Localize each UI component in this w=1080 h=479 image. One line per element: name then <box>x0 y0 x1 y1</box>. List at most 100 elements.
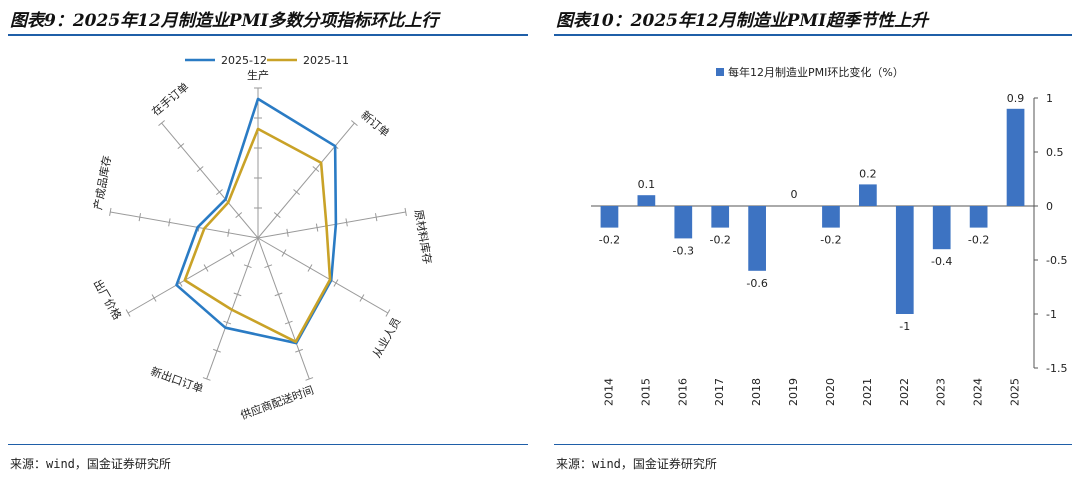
radar-tick <box>235 212 243 218</box>
radar-category-label: 产成品库存 <box>91 154 114 211</box>
radar-spoke <box>127 237 259 314</box>
bar-legend-label: 每年12月制造业PMI环比变化（%） <box>728 65 904 79</box>
bar-2020 <box>822 206 840 228</box>
radar-tick <box>273 212 281 218</box>
y-tick-label: -1 <box>1046 308 1057 321</box>
bar-2021 <box>859 184 877 206</box>
radar-tick <box>202 377 211 381</box>
data-label-2017: -0.2 <box>709 234 730 247</box>
radar-spoke <box>110 211 259 239</box>
radar-series-2025-12 <box>175 97 338 345</box>
x-tick-label-2022: 2022 <box>898 378 911 406</box>
left-panel-title: 图表9：2025年12月制造业PMI多数分项指标环比上行 <box>10 11 439 31</box>
x-tick-label-2018: 2018 <box>750 378 763 406</box>
x-tick-label-2014: 2014 <box>602 378 615 406</box>
radar-tick <box>177 143 185 150</box>
y-tick-label: -1.5 <box>1046 362 1067 375</box>
radar-tick <box>264 264 273 269</box>
radar-tick <box>385 309 391 317</box>
radar-tick <box>196 166 204 173</box>
bar-2022 <box>895 206 914 314</box>
x-tick-label-2025: 2025 <box>1009 378 1022 406</box>
right-panel-title: 图表10：2025年12月制造业PMI超季节性上升 <box>556 11 929 31</box>
x-tick-label-2024: 2024 <box>972 378 985 406</box>
data-label-2025: 0.9 <box>1007 92 1025 105</box>
data-label-2019: 0 <box>791 188 798 201</box>
data-label-2018: -0.6 <box>746 277 767 290</box>
radar-spoke <box>257 211 406 239</box>
radar-tick <box>312 166 320 173</box>
radar-category-label: 出厂价格 <box>91 277 125 322</box>
radar-tick <box>305 377 314 381</box>
bar-2017 <box>711 206 730 228</box>
legend-label-2025-11: 2025-11 <box>303 54 349 67</box>
bar-chart: 每年12月制造业PMI环比变化（%） 1 0.5 0 -0.5 -1 -1.5 -0.2 201… <box>591 65 1067 406</box>
right-source-rule <box>554 444 1072 445</box>
data-label-2021: 0.2 <box>859 167 877 180</box>
x-tick-label-2020: 2020 <box>824 378 837 406</box>
x-tick-label-2019: 2019 <box>787 378 800 406</box>
radar-tick <box>315 223 319 232</box>
bar-2014 <box>600 206 619 228</box>
radar-tick <box>359 294 365 302</box>
data-label-2022: -1 <box>899 320 910 333</box>
right-source-note: 来源：wind，国金证券研究所 <box>556 457 717 471</box>
y-tick-label: 0.5 <box>1046 146 1064 159</box>
data-label-2016: -0.3 <box>673 244 694 257</box>
data-label-2015: 0.1 <box>638 178 656 191</box>
right-title-rule <box>554 34 1072 36</box>
radar-spoke <box>257 122 355 239</box>
x-tick-label-2021: 2021 <box>861 378 874 406</box>
radar-category-label: 从业人员 <box>370 316 403 361</box>
radar-spoke <box>161 122 259 239</box>
radar-tick <box>216 189 223 195</box>
bar-2016 <box>674 206 693 239</box>
bar-2025 <box>1006 108 1025 206</box>
radar-spoke <box>257 237 389 314</box>
radar-tick <box>233 292 242 297</box>
bar-2015 <box>637 195 656 206</box>
radar-tick <box>243 264 252 269</box>
bar-legend-swatch <box>716 68 724 76</box>
radar-tick <box>284 320 293 325</box>
bar-2023 <box>932 206 951 250</box>
radar-tick <box>223 320 232 325</box>
radar-tick <box>333 279 339 287</box>
left-source-rule <box>8 444 528 445</box>
radar-tick <box>229 249 235 257</box>
radar-series-2025-11 <box>183 127 332 344</box>
radar-legend: 2025-12 2025-11 <box>185 54 349 67</box>
data-label-2023: -0.4 <box>931 255 952 268</box>
left-title-rule <box>8 34 528 36</box>
radar-tick <box>404 207 407 216</box>
radar-spoke <box>206 237 259 380</box>
radar-category-label: 新出口订单 <box>149 364 205 396</box>
radar-tick <box>213 348 221 353</box>
x-tick-label-2015: 2015 <box>639 378 652 406</box>
radar-category-label: 新订单 <box>358 108 392 140</box>
radar-tick <box>151 294 157 302</box>
radar-tick <box>351 120 358 127</box>
radar-tick <box>345 218 348 227</box>
bar-2024 <box>969 206 988 228</box>
radar-tick <box>293 189 300 195</box>
data-label-2024: -0.2 <box>968 234 989 247</box>
bar-2018 <box>748 206 766 271</box>
radar-tick <box>109 207 112 216</box>
legend-label-2025-12: 2025-12 <box>221 54 267 67</box>
radar-tick <box>286 228 289 237</box>
radar-spoke <box>257 237 310 380</box>
radar-tick <box>227 228 230 237</box>
data-label-2014: -0.2 <box>599 234 620 247</box>
data-label-2020: -0.2 <box>820 234 841 247</box>
radar-category-label: 供应商配送时间 <box>238 383 315 422</box>
radar-category-label: 生产 <box>247 68 269 82</box>
radar-tick <box>307 264 313 272</box>
radar-tick <box>281 249 287 257</box>
radar-category-label: 在手订单 <box>149 79 192 118</box>
radar-tick <box>274 292 283 297</box>
y-tick-label: 1 <box>1046 92 1053 105</box>
radar-tick <box>158 120 165 127</box>
y-tick-label: 0 <box>1046 200 1053 213</box>
